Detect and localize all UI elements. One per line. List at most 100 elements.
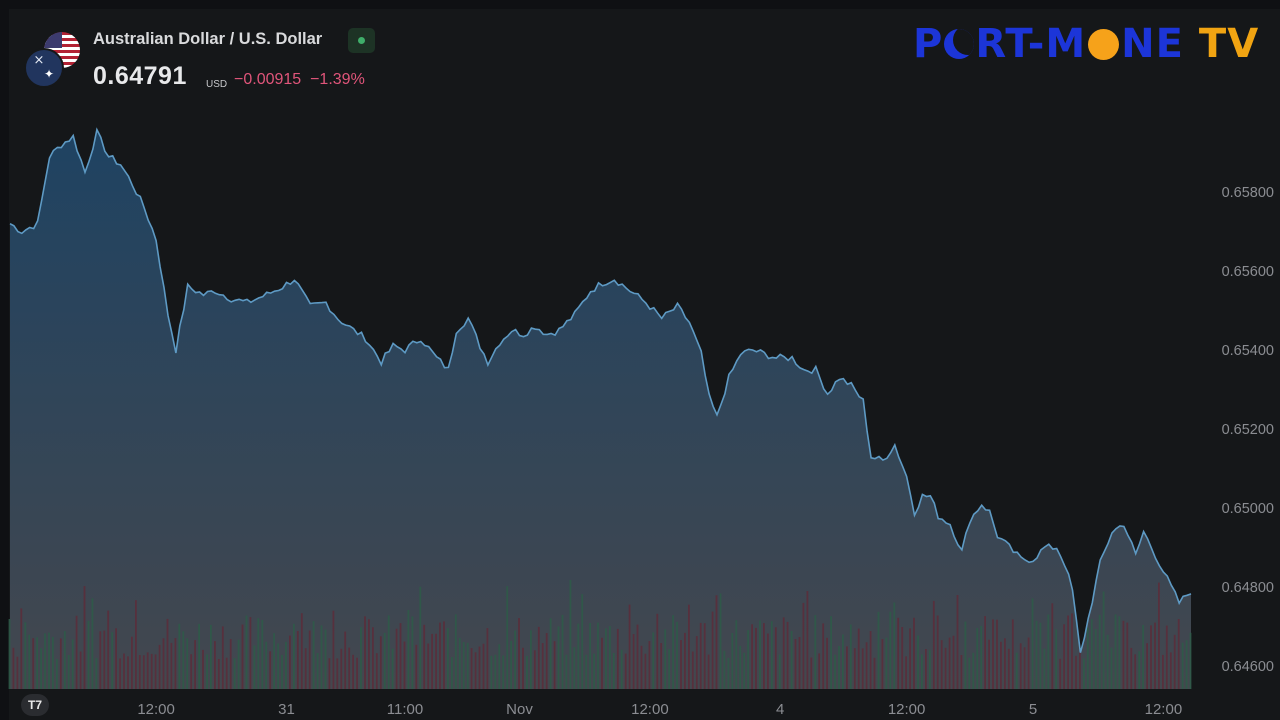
- australia-flag-icon: ⨯ ✦: [24, 48, 64, 88]
- volume-bar: [818, 653, 821, 689]
- volume-bar: [743, 652, 746, 689]
- volume-bar: [751, 624, 753, 689]
- volume-bar: [632, 634, 635, 689]
- volume-bar: [940, 640, 943, 689]
- volume-bar: [95, 658, 98, 689]
- price-change-abs: −0.00915: [234, 71, 302, 88]
- y-axis-tick-label: 0.65600: [1222, 264, 1274, 280]
- volume-bar: [391, 648, 394, 689]
- volume-bar: [715, 595, 718, 689]
- volume-bar: [877, 611, 880, 689]
- volume-bar: [454, 614, 457, 689]
- x-axis-tick-label: 11:00: [387, 701, 423, 718]
- logo-text-mid: RT-M: [975, 21, 1087, 67]
- volume-bar: [857, 628, 860, 689]
- volume-bar: [616, 628, 619, 689]
- volume-bar: [1059, 658, 1062, 689]
- x-axis-tick-label: 12:00: [137, 701, 175, 718]
- volume-bar: [932, 600, 935, 689]
- volume-bar: [83, 586, 86, 689]
- volume-bar: [296, 631, 299, 689]
- volume-bar: [506, 586, 509, 689]
- volume-bar: [158, 644, 161, 689]
- volume-bar: [1189, 632, 1192, 689]
- logo-text-tv: TV: [1198, 21, 1260, 67]
- volume-bar: [1094, 629, 1097, 689]
- volume-bar: [1181, 642, 1184, 689]
- volume-bar: [127, 656, 129, 689]
- volume-bar: [56, 659, 58, 689]
- volume-bar: [541, 643, 544, 689]
- volume-bar: [719, 593, 722, 689]
- volume-bar: [861, 648, 864, 689]
- volume-bar: [711, 611, 714, 689]
- volume-bar: [241, 624, 244, 689]
- volume-bar: [636, 624, 639, 689]
- volume-bar: [1150, 625, 1152, 689]
- volume-bar: [348, 647, 351, 689]
- volume-bar: [249, 617, 252, 689]
- volume-bar: [557, 626, 560, 689]
- y-axis-tick-label: 0.65000: [1222, 501, 1274, 517]
- volume-bar: [668, 649, 670, 689]
- volume-bar: [936, 615, 939, 689]
- volume-bar: [214, 641, 216, 689]
- volume-bar: [1114, 614, 1117, 689]
- volume-bar: [8, 619, 11, 689]
- volume-bar: [411, 616, 414, 689]
- volume-bar: [593, 653, 595, 689]
- volume-bar: [838, 646, 840, 689]
- volume-bar: [174, 638, 177, 689]
- volume-bar: [1083, 658, 1085, 689]
- volume-bar: [245, 615, 248, 689]
- volume-bar: [1071, 613, 1073, 689]
- volume-bar: [778, 654, 781, 689]
- volume-bar: [1039, 622, 1042, 689]
- volume-bar: [225, 657, 228, 689]
- volume-bar: [826, 637, 828, 689]
- volume-bar: [194, 640, 196, 689]
- volume-bar: [166, 618, 169, 689]
- volume-bar: [597, 622, 599, 689]
- volume-bar: [652, 632, 655, 689]
- volume-bar: [553, 641, 556, 689]
- symbol-title[interactable]: Australian Dollar / U.S. Dollar: [93, 30, 323, 48]
- volume-bar: [466, 642, 469, 689]
- volume-bar: [1173, 634, 1176, 689]
- volume-bar: [40, 648, 42, 689]
- y-axis-tick-label: 0.65800: [1222, 185, 1274, 201]
- volume-bar: [379, 636, 382, 689]
- volume-bar: [853, 648, 856, 689]
- volume-bar: [1177, 619, 1180, 689]
- volume-bar: [87, 620, 90, 689]
- volume-bar: [530, 630, 532, 689]
- volume-bar: [427, 643, 430, 689]
- volume-bar: [810, 657, 813, 689]
- volume-bar: [32, 638, 35, 689]
- volume-bar: [763, 623, 765, 689]
- volume-bar: [660, 643, 663, 689]
- volume-bar: [1158, 582, 1160, 689]
- market-status-indicator[interactable]: [348, 28, 375, 53]
- volume-bar: [980, 625, 983, 689]
- volume-bar: [1023, 647, 1026, 689]
- volume-bar: [328, 658, 331, 689]
- tradingview-logo-icon[interactable]: T7: [21, 694, 49, 716]
- volume-bar: [1055, 629, 1058, 689]
- volume-bar: [1063, 624, 1065, 689]
- logo-letter-p: P: [913, 21, 944, 67]
- volume-bar: [1118, 616, 1121, 689]
- volume-bar: [273, 633, 275, 689]
- volume-bar: [502, 655, 505, 689]
- volume-bar: [624, 653, 627, 689]
- volume-bar: [79, 651, 82, 689]
- volume-bar: [1138, 651, 1141, 689]
- volume-bar: [1027, 637, 1030, 689]
- volume-bar: [1011, 619, 1014, 689]
- volume-bar: [802, 602, 805, 689]
- volume-bar: [368, 619, 370, 689]
- volume-bar: [948, 637, 951, 689]
- volume-bar: [482, 643, 485, 689]
- volume-bar: [565, 654, 568, 689]
